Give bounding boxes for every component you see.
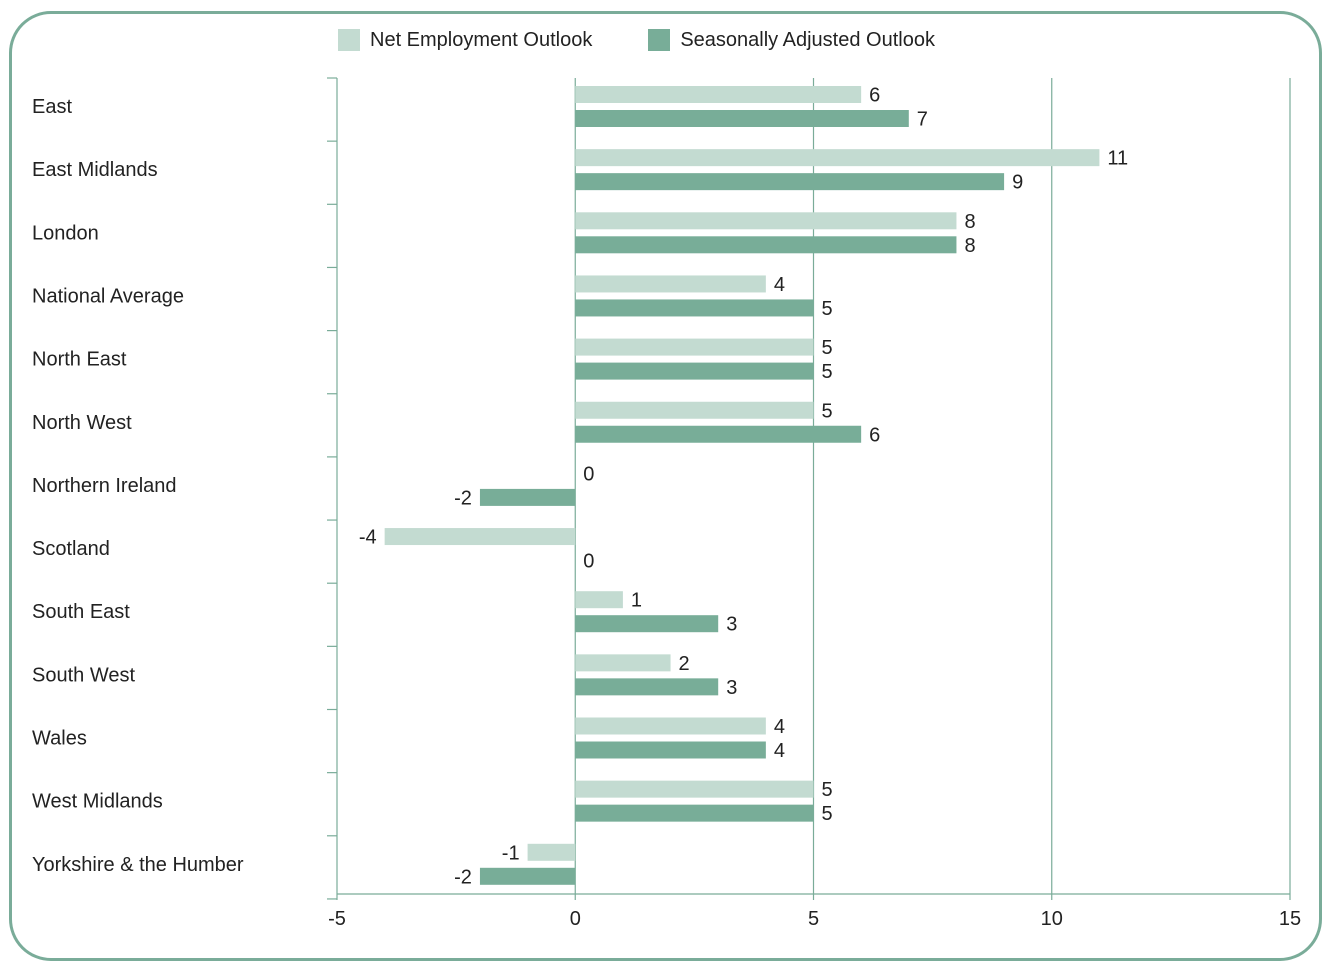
category-label: Yorkshire & the Humber bbox=[32, 854, 244, 876]
category-label: Wales bbox=[32, 728, 87, 750]
bar-net-employment bbox=[575, 149, 1100, 167]
data-label-net: 5 bbox=[822, 400, 833, 422]
data-label-seasonal: 6 bbox=[869, 424, 880, 446]
data-label-seasonal: 5 bbox=[822, 298, 833, 320]
data-label-seasonal: 5 bbox=[822, 361, 833, 383]
bar-seasonally-adjusted bbox=[575, 299, 814, 317]
legend-swatch-net bbox=[338, 29, 360, 51]
bar-net-employment bbox=[575, 717, 766, 735]
data-label-net: 2 bbox=[679, 653, 690, 675]
bar-seasonally-adjusted bbox=[575, 615, 719, 633]
bar-net-employment bbox=[384, 528, 576, 546]
data-label-net: 1 bbox=[631, 590, 642, 612]
data-label-seasonal: 4 bbox=[774, 740, 785, 762]
bar-net-employment bbox=[575, 780, 814, 798]
bar-net-employment bbox=[575, 654, 671, 672]
bar-seasonally-adjusted bbox=[575, 804, 814, 822]
category-label: Scotland bbox=[32, 538, 110, 560]
bar-net-employment bbox=[575, 591, 623, 609]
category-label: East Midlands bbox=[32, 159, 158, 181]
bar-seasonally-adjusted bbox=[479, 488, 576, 506]
x-tick-label: 0 bbox=[570, 908, 581, 930]
data-label-seasonal: 7 bbox=[917, 109, 928, 131]
bar-seasonally-adjusted bbox=[479, 867, 576, 885]
category-label: South West bbox=[32, 664, 135, 686]
data-label-seasonal: 5 bbox=[822, 803, 833, 825]
data-label-seasonal: -2 bbox=[454, 866, 472, 888]
data-label-seasonal: -2 bbox=[454, 487, 472, 509]
legend-swatch-seasonal bbox=[648, 29, 671, 51]
category-label: East bbox=[32, 96, 72, 118]
category-label: National Average bbox=[32, 285, 184, 307]
category-label: South East bbox=[32, 601, 130, 623]
data-label-net: 4 bbox=[774, 274, 785, 296]
category-label: North West bbox=[32, 412, 132, 434]
data-label-net: -1 bbox=[502, 842, 520, 864]
data-label-net: 8 bbox=[964, 211, 975, 233]
bar-net-employment bbox=[575, 338, 814, 356]
bar-seasonally-adjusted bbox=[575, 678, 719, 696]
data-label-net: 11 bbox=[1107, 148, 1128, 170]
legend: Net Employment Outlook Seasonally Adjust… bbox=[338, 28, 991, 52]
category-label: North East bbox=[32, 349, 127, 371]
bar-seasonally-adjusted bbox=[575, 362, 814, 380]
x-tick-label: 5 bbox=[808, 908, 819, 930]
bar-net-employment bbox=[575, 275, 766, 293]
bar-seasonally-adjusted bbox=[575, 110, 909, 127]
bar-seasonally-adjusted bbox=[575, 425, 862, 443]
legend-label-net: Net Employment Outlook bbox=[370, 28, 593, 51]
bar-seasonally-adjusted bbox=[575, 236, 957, 254]
bar-net-employment bbox=[575, 86, 862, 103]
legend-item-seasonal: Seasonally Adjusted Outlook bbox=[648, 29, 935, 52]
legend-item-net: Net Employment Outlook bbox=[338, 29, 592, 52]
data-label-net: 6 bbox=[869, 85, 880, 107]
data-label-seasonal: 0 bbox=[583, 551, 594, 573]
x-tick-label: 15 bbox=[1279, 908, 1301, 930]
bar-seasonally-adjusted bbox=[575, 741, 766, 759]
category-label: Northern Ireland bbox=[32, 475, 177, 497]
bar-net-employment bbox=[527, 843, 576, 861]
legend-label-seasonal: Seasonally Adjusted Outlook bbox=[680, 28, 935, 51]
category-label: West Midlands bbox=[32, 791, 163, 813]
data-label-seasonal: 3 bbox=[726, 677, 737, 699]
data-label-net: -4 bbox=[359, 527, 377, 549]
data-label-net: 5 bbox=[822, 779, 833, 801]
x-tick-label: -5 bbox=[328, 908, 346, 930]
category-label: London bbox=[32, 222, 99, 244]
data-label-net: 5 bbox=[822, 337, 833, 359]
x-tick-label: 10 bbox=[1041, 908, 1063, 930]
data-label-seasonal: 3 bbox=[726, 614, 737, 636]
bar-net-employment bbox=[575, 401, 814, 419]
data-label-seasonal: 8 bbox=[964, 235, 975, 257]
data-label-seasonal: 9 bbox=[1012, 172, 1023, 194]
data-label-net: 4 bbox=[774, 716, 785, 738]
bar-net-employment bbox=[575, 212, 957, 230]
bar-seasonally-adjusted bbox=[575, 173, 1005, 191]
data-label-net: 0 bbox=[583, 463, 594, 485]
